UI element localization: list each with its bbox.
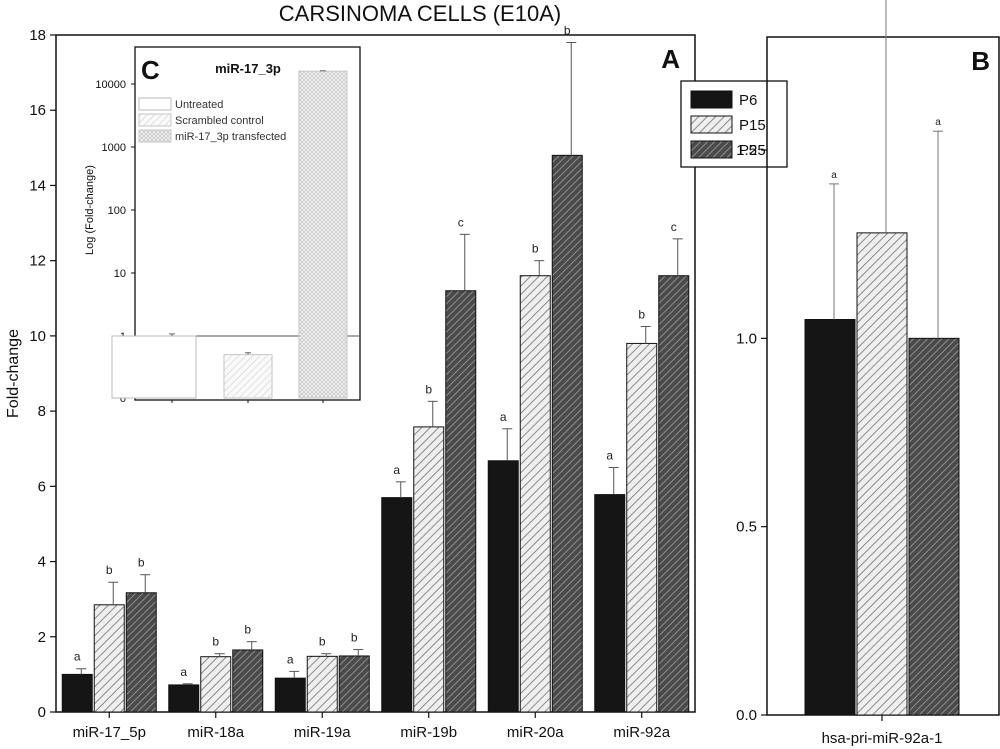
- significance-label: b: [564, 24, 571, 38]
- legend-label: Untreated: [175, 99, 223, 111]
- significance-label: a: [74, 650, 81, 664]
- panel-c-inset: 0110100100010000Log (Fold-change)CmiR-17…: [84, 46, 361, 405]
- y-tick-label: 0: [38, 704, 46, 721]
- y-axis-label: Log (Fold-change): [84, 165, 96, 255]
- inset-bar: [223, 354, 273, 399]
- significance-label: a: [180, 665, 187, 679]
- x-tick-label: miR-19b: [400, 724, 457, 741]
- legend-swatch-P6: [690, 90, 733, 109]
- bar-P25: [551, 154, 583, 713]
- significance-label: a: [287, 652, 294, 666]
- y-tick-label: 10: [29, 328, 46, 345]
- y-tick-label: 12: [29, 253, 46, 270]
- bar-P25: [658, 275, 690, 713]
- y-tick-label: 14: [29, 177, 46, 194]
- y-tick-label: 18: [29, 27, 46, 44]
- y-tick-label: 0.5: [736, 519, 757, 536]
- inset-bar: [111, 335, 197, 399]
- bar-P6: [381, 497, 413, 713]
- bar-P15: [519, 275, 551, 713]
- x-tick-label: hsa-pri-miR-92a-1: [822, 730, 943, 747]
- bar-P15: [413, 426, 445, 713]
- x-tick-label: miR-18a: [187, 724, 244, 741]
- legend-label: Scrambled control: [175, 115, 264, 127]
- bar-P25: [908, 337, 960, 716]
- panel-label: A: [661, 44, 680, 74]
- x-tick-label: miR-20a: [507, 724, 564, 741]
- y-tick-label: 8: [38, 403, 46, 420]
- significance-label: b: [319, 635, 326, 649]
- legend-label: P15: [739, 117, 766, 134]
- panel-a-frame: [55, 34, 696, 713]
- bar-P6: [594, 494, 626, 713]
- significance-label: b: [212, 635, 219, 649]
- significance-label: a: [393, 463, 400, 477]
- legend-swatch: [138, 129, 172, 143]
- y-tick-label: 0.0: [736, 707, 757, 724]
- legend-label: miR-17_3p transfected: [175, 131, 286, 143]
- inset-title: miR-17_3p: [215, 61, 281, 76]
- y-tick-label: 1.0: [736, 330, 757, 347]
- significance-label: c: [671, 220, 677, 234]
- y-axis-label: Fold-change: [5, 329, 22, 418]
- significance-label: b: [138, 556, 145, 570]
- significance-label: b: [244, 623, 251, 637]
- y-tick-label: 100: [108, 205, 126, 217]
- significance-label: a: [831, 170, 837, 181]
- y-tick-label: 1.5: [736, 142, 757, 159]
- y-tick-label: 4: [38, 554, 46, 571]
- panel-a: 0 2 4 6 8 10 12 14 16 18 Fold-change miR-17_5p a b b mi…: [5, 24, 788, 741]
- significance-label: a: [935, 117, 941, 128]
- legend-swatch: [138, 97, 172, 111]
- bar-P6: [487, 460, 519, 713]
- y-tick-label: 10: [114, 268, 126, 280]
- figure-title: CARSINOMA CELLS (E10A): [279, 1, 561, 26]
- panel-label: C: [141, 55, 160, 85]
- bar-P6: [61, 673, 93, 713]
- significance-label: b: [106, 563, 113, 577]
- bar-P15: [200, 656, 232, 713]
- bar-P15: [93, 604, 125, 713]
- bar-P6: [804, 319, 856, 716]
- significance-label: c: [458, 215, 464, 229]
- bar-P25: [445, 290, 477, 713]
- significance-label: a: [500, 410, 507, 424]
- bar-P25: [125, 592, 157, 713]
- significance-label: b: [532, 242, 539, 256]
- bar-P25: [232, 649, 264, 713]
- legend-swatch-P15: [690, 115, 733, 134]
- panel-label: B: [971, 46, 990, 76]
- legend-swatch-P25: [690, 140, 733, 159]
- legend-label: P25: [739, 142, 766, 159]
- bar-P15: [306, 655, 338, 713]
- significance-label: b: [638, 307, 645, 321]
- bar-P15: [856, 232, 908, 716]
- x-tick-label: miR-17_5p: [73, 724, 146, 741]
- y-tick-label: 10000: [95, 79, 126, 91]
- legend-label: P6: [739, 92, 757, 109]
- y-tick-label: 16: [29, 102, 46, 119]
- y-tick-label: 0: [120, 393, 126, 405]
- significance-label: b: [351, 631, 358, 645]
- bar-P6: [168, 684, 200, 713]
- bar-P6: [274, 677, 306, 713]
- y-tick-label: 1000: [102, 142, 126, 154]
- significance-label: b: [425, 382, 432, 396]
- significance-label: a: [606, 449, 613, 463]
- inset-bar: [298, 70, 348, 399]
- y-tick-label: 2: [38, 629, 46, 646]
- y-tick-label: 6: [38, 478, 46, 495]
- bar-P25: [338, 655, 370, 713]
- x-tick-label: miR-19a: [294, 724, 351, 741]
- x-tick-label: miR-92a: [613, 724, 670, 741]
- bar-P15: [626, 342, 658, 713]
- legend-swatch: [138, 113, 172, 127]
